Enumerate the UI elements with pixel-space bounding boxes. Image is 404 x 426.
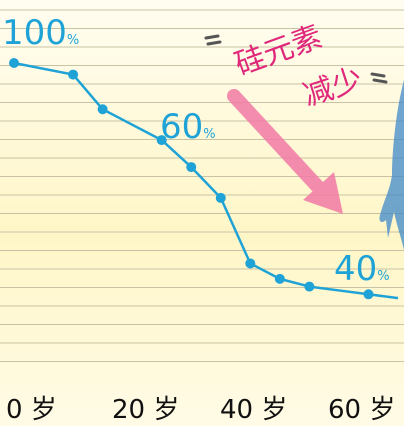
data-point — [215, 192, 226, 203]
data-point — [156, 135, 167, 146]
data-point — [68, 69, 79, 80]
x-tick-label: 60 岁 — [328, 395, 395, 425]
x-axis-ticks: 0 岁 20 岁 40 岁 60 岁 — [6, 395, 395, 425]
label-60: 60% — [160, 107, 216, 147]
trend-arrow-icon — [227, 89, 343, 214]
data-point — [186, 162, 197, 173]
figure-silhouette-icon — [379, 80, 404, 250]
series-layer — [9, 58, 399, 300]
caption-line2: 减少 — [299, 62, 367, 114]
label-100: 100% — [2, 13, 79, 53]
x-tick-label: 40 岁 — [220, 395, 287, 425]
motion-marks-icon — [204, 34, 388, 84]
data-point — [363, 289, 374, 300]
data-point — [274, 273, 285, 284]
data-point — [9, 58, 19, 68]
gridlines — [0, 9, 404, 362]
label-40: 40% — [334, 249, 390, 289]
series-line — [13, 61, 399, 300]
data-point — [304, 281, 315, 292]
x-tick-label: 0 岁 — [6, 395, 57, 425]
data-point — [97, 104, 108, 115]
x-tick-label: 20 岁 — [112, 395, 179, 425]
data-point — [245, 258, 256, 269]
